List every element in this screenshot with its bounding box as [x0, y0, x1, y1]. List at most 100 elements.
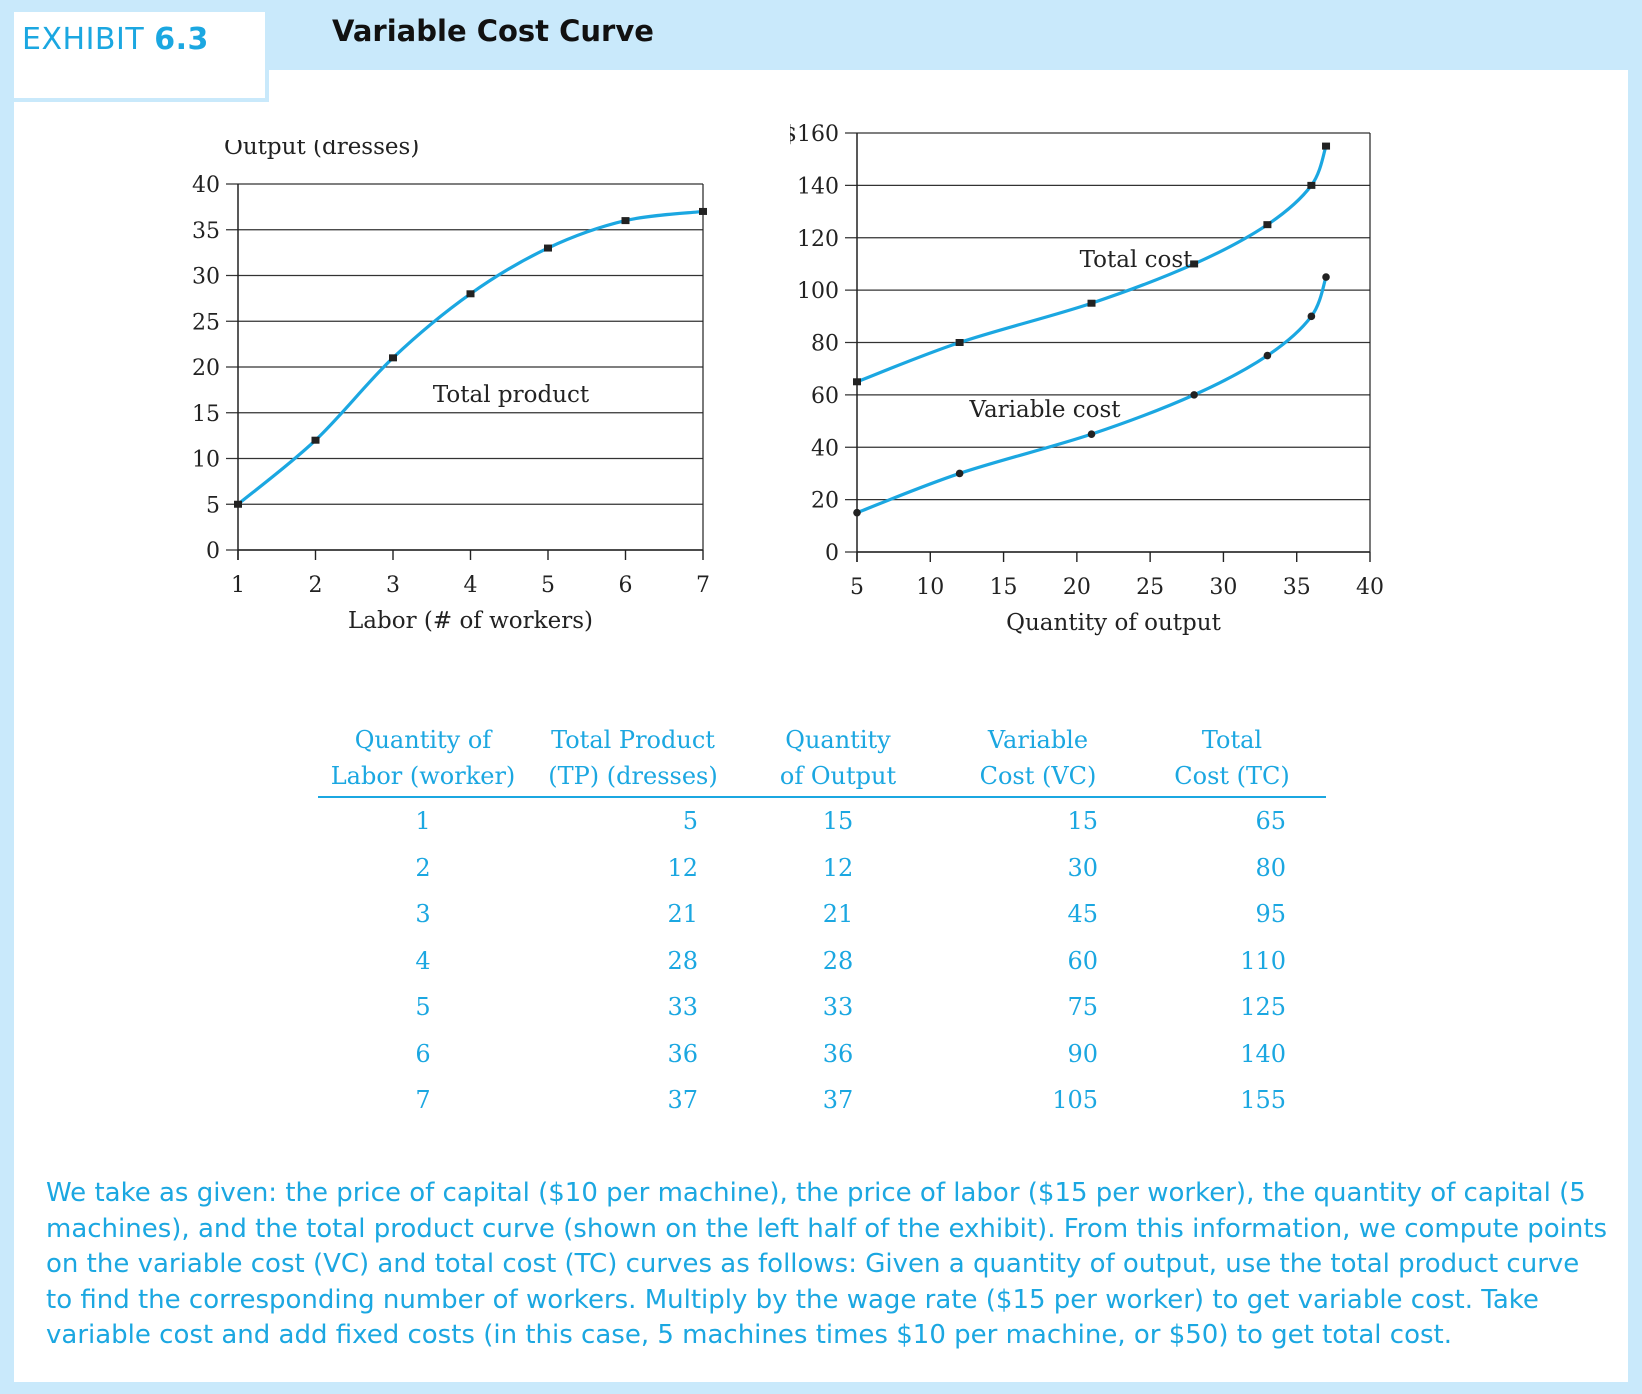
cell: 5: [682, 807, 698, 836]
cell: 3: [415, 900, 431, 929]
data-point: [853, 378, 861, 386]
data-point: [955, 469, 964, 478]
cell: 110: [1240, 946, 1286, 975]
header-labor: Quantity of Labor (worker): [318, 722, 528, 798]
data-point: [466, 290, 475, 298]
series-label: Variable cost: [968, 397, 1121, 423]
x-tick-label: 30: [1209, 575, 1237, 600]
series-label: Total cost: [1080, 247, 1194, 273]
cell: 12: [667, 853, 698, 882]
data-point: [234, 500, 242, 508]
cell: 15: [1067, 807, 1098, 836]
y-tick-label: 0: [825, 541, 839, 566]
cell: 28: [667, 946, 698, 975]
cell: 12: [822, 853, 854, 882]
data-point: [1322, 142, 1331, 150]
page-title: Variable Cost Curve: [332, 14, 654, 48]
data-point: [699, 207, 707, 215]
y-tick-label: 5: [206, 493, 220, 518]
data-point: [1087, 430, 1096, 438]
y-tick-label: 20: [811, 489, 839, 514]
cell: 4: [415, 946, 431, 975]
x-tick-label: 20: [1063, 575, 1091, 600]
y-tick-label: $160: [790, 122, 839, 147]
cell: 45: [1067, 900, 1098, 929]
cell: 65: [1255, 807, 1286, 836]
x-tick-label: 1: [231, 573, 245, 598]
data-point: [621, 217, 630, 225]
header-tp: Total Product (TP) (dresses): [528, 722, 738, 798]
y-tick-label: 15: [192, 402, 220, 427]
table-header-row: Quantity of Labor (worker) Total Product(…: [318, 722, 1326, 798]
cost-chart: 5 10 15 20 25 30 35 40 0 20 40 60 80 100 120 140 $160 Qua…: [790, 122, 1384, 636]
cell: 60: [1067, 946, 1098, 975]
table-row: 1 5 15 15 65: [318, 797, 1326, 845]
x-tick-label: 40: [1356, 575, 1384, 600]
y-tick-label: 140: [797, 174, 839, 199]
x-tick-label: 25: [1136, 575, 1164, 600]
cell: 5: [415, 993, 431, 1022]
series-line: [236, 209, 704, 506]
data-point: [1190, 260, 1199, 268]
cell: 30: [1067, 853, 1098, 882]
y-tick-label: 100: [797, 279, 839, 304]
cell: 33: [822, 993, 854, 1022]
cell: 21: [667, 900, 698, 929]
x-tick-label: 10: [916, 575, 944, 600]
x-tick-label: 5: [541, 573, 555, 598]
total-product-chart: 1 2 3 4 5 6 7 0 5 10 15 20 25 30 35 40 Labor (# of worke…: [192, 140, 710, 634]
caption: We take as given: the price of capital (…: [46, 1178, 1608, 1350]
data-point: [1322, 273, 1330, 281]
x-tick-label: 7: [696, 573, 710, 598]
y-tick-label: 30: [192, 265, 220, 290]
y-tick-label: 25: [192, 310, 220, 335]
x-tick-label: 3: [386, 573, 400, 598]
y-tick-label: 60: [811, 384, 839, 409]
y-tick-label: 0: [206, 539, 220, 564]
cell: 28: [822, 946, 854, 975]
cell: 6: [415, 1039, 431, 1068]
data-point: [853, 508, 861, 517]
data-point: [1263, 221, 1272, 229]
cell: 7: [415, 1086, 431, 1115]
x-tick-label: 35: [1283, 575, 1311, 600]
data-point: [544, 244, 552, 252]
cell: 36: [822, 1039, 854, 1068]
table-row: 7 37 37 105 155: [318, 1077, 1326, 1124]
y-tick-label: 40: [811, 436, 839, 461]
cell: 140: [1240, 1039, 1286, 1068]
table-row: 4 28 28 60 110: [318, 938, 1326, 985]
data-point: [1190, 391, 1198, 399]
data-point: [389, 354, 397, 362]
header-vc: Variable Cost (VC): [938, 722, 1138, 798]
x-tick-label: 2: [309, 573, 323, 598]
cost-table: Quantity of Labor (worker) Total Product(…: [318, 722, 1326, 1124]
y-tick-label: 40: [192, 173, 220, 198]
cell: 125: [1240, 993, 1286, 1022]
cell: 90: [1067, 1039, 1098, 1068]
cell: 95: [1255, 900, 1286, 929]
y-tick-label: 35: [192, 219, 220, 244]
y-tick-label: 80: [811, 332, 839, 357]
cell: 15: [822, 807, 854, 836]
cell: 105: [1052, 1086, 1098, 1115]
table-row: 2 12 12 30 80: [318, 845, 1326, 892]
data-point: [1087, 299, 1096, 307]
cell: 1: [415, 807, 431, 836]
table-row: 3 21 21 45 95: [318, 891, 1326, 938]
cell: 37: [822, 1086, 854, 1115]
exhibit-label: EXHIBIT 6.3: [22, 22, 209, 57]
series-label: Total product: [433, 382, 590, 408]
x-tick-label: 6: [619, 573, 633, 598]
cell: 80: [1255, 853, 1286, 882]
cell: 36: [667, 1039, 698, 1068]
data-point: [311, 436, 320, 444]
data-point: [955, 339, 964, 346]
header-tc: Total Cost (TC): [1138, 722, 1326, 798]
table-row: 5 33 33 75 125: [318, 984, 1326, 1031]
header-output: Quantity of Output: [738, 722, 938, 798]
exhibit-tab: [14, 12, 269, 102]
x-axis-label: Quantity of output: [1006, 610, 1221, 636]
x-tick-label: 5: [850, 575, 864, 600]
cell: 21: [822, 900, 854, 929]
